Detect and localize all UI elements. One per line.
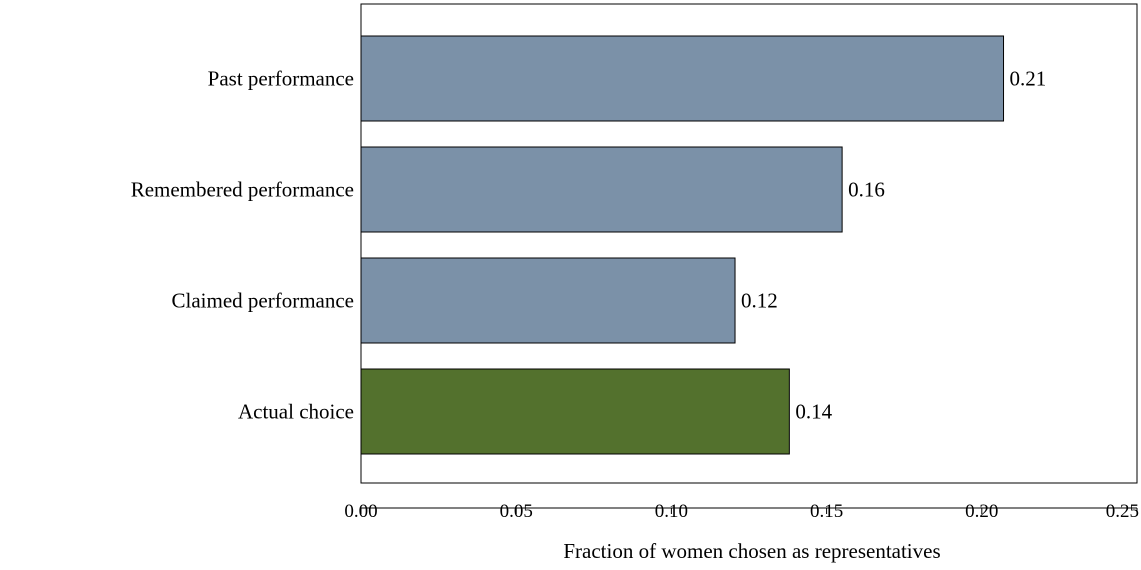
bar-0 [360,35,1005,122]
bar-3 [360,368,790,455]
x-tick-label-3: 0.15 [810,501,843,522]
bars [360,35,1005,455]
bar-1 [360,146,843,233]
value-label-0: 0.21 [1010,67,1047,91]
plot-frame [360,3,1138,484]
value-labels: 0.21 0.16 0.12 0.14 [741,67,1046,424]
category-label-1: Remembered performance [131,178,354,202]
value-label-1: 0.16 [848,178,885,202]
x-tick-label-0: 0.00 [344,501,377,522]
x-axis-title: Fraction of women chosen as representati… [563,539,940,563]
category-labels: Past performance Remembered performance Cl… [131,67,354,424]
value-label-2: 0.12 [741,289,778,313]
category-label-2: Claimed performance [172,289,355,313]
x-tick-label-5: 0.25 [1106,501,1139,522]
x-tick-label-2: 0.10 [655,501,688,522]
category-label-0: Past performance [208,67,354,91]
x-tick-label-1: 0.05 [500,501,533,522]
x-axis: 0.00 0.05 0.10 0.15 0.20 0.25 [344,501,1139,522]
value-label-3: 0.14 [795,400,832,424]
category-label-3: Actual choice [238,400,354,424]
x-tick-label-4: 0.20 [965,501,998,522]
bar-2 [360,257,736,344]
